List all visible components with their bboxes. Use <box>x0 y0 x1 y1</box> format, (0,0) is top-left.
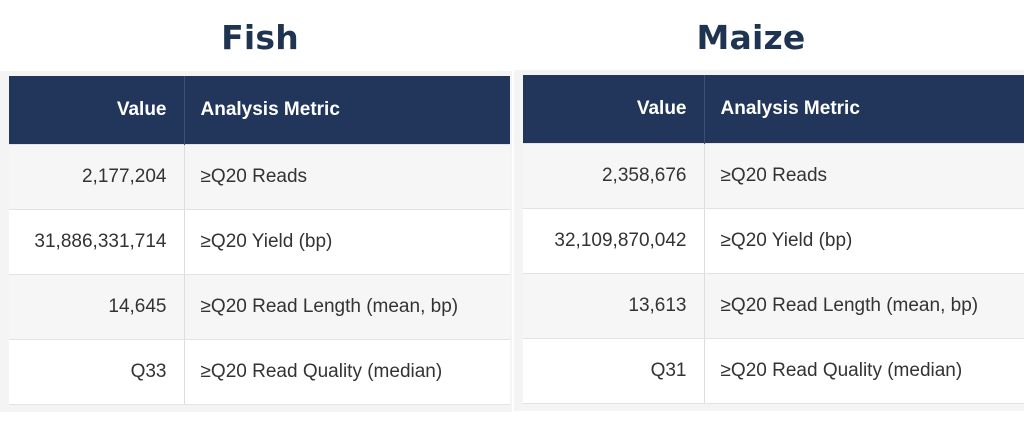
fish-read-quality-metric: ≥Q20 Read Quality (median) <box>184 338 510 405</box>
maize-yield-metric: ≥Q20 Yield (bp) <box>704 207 1024 274</box>
maize-read-length-value: 13,613 <box>523 272 705 339</box>
fish-table-row: 2,177,204 ≥Q20 Reads <box>9 143 510 210</box>
fish-header-metric: Analysis Metric <box>200 98 340 120</box>
fish-read-length-value: 14,645 <box>9 273 185 340</box>
fish-table-header-row: Value Analysis Metric <box>9 76 510 144</box>
fish-table-row: Q33 ≥Q20 Read Quality (median) <box>9 338 510 405</box>
fish-read-length-metric: ≥Q20 Read Length (mean, bp) <box>184 273 510 340</box>
maize-table-panel: Value Analysis Metric 2,358,676 ≥Q20 Rea… <box>514 70 1024 411</box>
maize-metrics-table: Value Analysis Metric 2,358,676 ≥Q20 Rea… <box>523 75 1024 404</box>
fish-table-row: 14,645 ≥Q20 Read Length (mean, bp) <box>9 273 510 340</box>
maize-yield-value: 32,109,870,042 <box>523 207 705 274</box>
fish-table-panel: Value Analysis Metric 2,177,204 ≥Q20 Rea… <box>0 71 512 412</box>
maize-read-quality-metric: ≥Q20 Read Quality (median) <box>704 337 1024 404</box>
maize-reads-metric: ≥Q20 Reads <box>704 142 1024 209</box>
fish-reads-metric: ≥Q20 Reads <box>184 143 510 210</box>
maize-table-header-row: Value Analysis Metric <box>523 75 1024 143</box>
fish-metrics-table: Value Analysis Metric 2,177,204 ≥Q20 Rea… <box>9 76 510 405</box>
maize-title: Maize <box>696 18 806 57</box>
maize-read-quality-value: Q31 <box>523 337 705 404</box>
fish-read-quality-value: Q33 <box>9 338 185 405</box>
maize-reads-value: 2,358,676 <box>523 142 705 209</box>
fish-yield-value: 31,886,331,714 <box>9 208 185 275</box>
maize-header-value: Value <box>523 75 705 143</box>
fish-reads-value: 2,177,204 <box>9 143 185 210</box>
maize-read-length-metric: ≥Q20 Read Length (mean, bp) <box>704 272 1024 339</box>
maize-table-row: 2,358,676 ≥Q20 Reads <box>523 142 1024 209</box>
maize-table-row: 13,613 ≥Q20 Read Length (mean, bp) <box>523 272 1024 339</box>
fish-header-value: Value <box>9 76 185 144</box>
maize-header-metric: Analysis Metric <box>720 97 860 119</box>
maize-table-row: Q31 ≥Q20 Read Quality (median) <box>523 337 1024 404</box>
fish-yield-metric: ≥Q20 Yield (bp) <box>184 208 510 275</box>
fish-table-row: 31,886,331,714 ≥Q20 Yield (bp) <box>9 208 510 275</box>
fish-title: Fish <box>221 18 299 57</box>
maize-table-row: 32,109,870,042 ≥Q20 Yield (bp) <box>523 207 1024 274</box>
